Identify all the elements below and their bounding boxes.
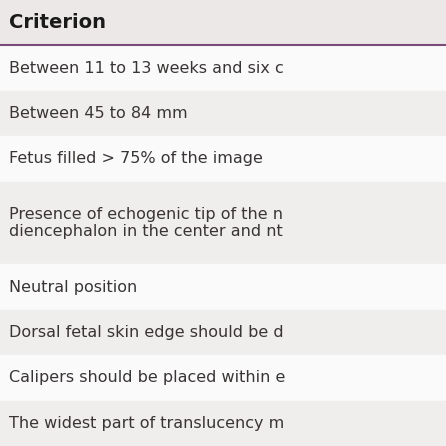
Text: Neutral position: Neutral position xyxy=(9,280,137,295)
Text: Calipers should be placed within e: Calipers should be placed within e xyxy=(9,370,285,385)
Bar xyxy=(0,182,446,264)
Bar xyxy=(0,355,446,401)
Text: Criterion: Criterion xyxy=(9,13,106,32)
Text: The widest part of translucency m: The widest part of translucency m xyxy=(9,416,284,431)
Bar xyxy=(0,310,446,355)
Text: Dorsal fetal skin edge should be d: Dorsal fetal skin edge should be d xyxy=(9,325,284,340)
Bar xyxy=(0,0,446,45)
Bar xyxy=(0,91,446,136)
Bar xyxy=(0,45,446,91)
Text: Between 45 to 84 mm: Between 45 to 84 mm xyxy=(9,106,188,121)
Text: Presence of echogenic tip of the n
diencephalon in the center and nt: Presence of echogenic tip of the n dienc… xyxy=(9,207,283,239)
Bar xyxy=(0,264,446,310)
Text: Fetus filled > 75% of the image: Fetus filled > 75% of the image xyxy=(9,151,263,166)
Bar xyxy=(0,136,446,182)
Text: Between 11 to 13 weeks and six c: Between 11 to 13 weeks and six c xyxy=(9,61,284,76)
Bar xyxy=(0,401,446,446)
